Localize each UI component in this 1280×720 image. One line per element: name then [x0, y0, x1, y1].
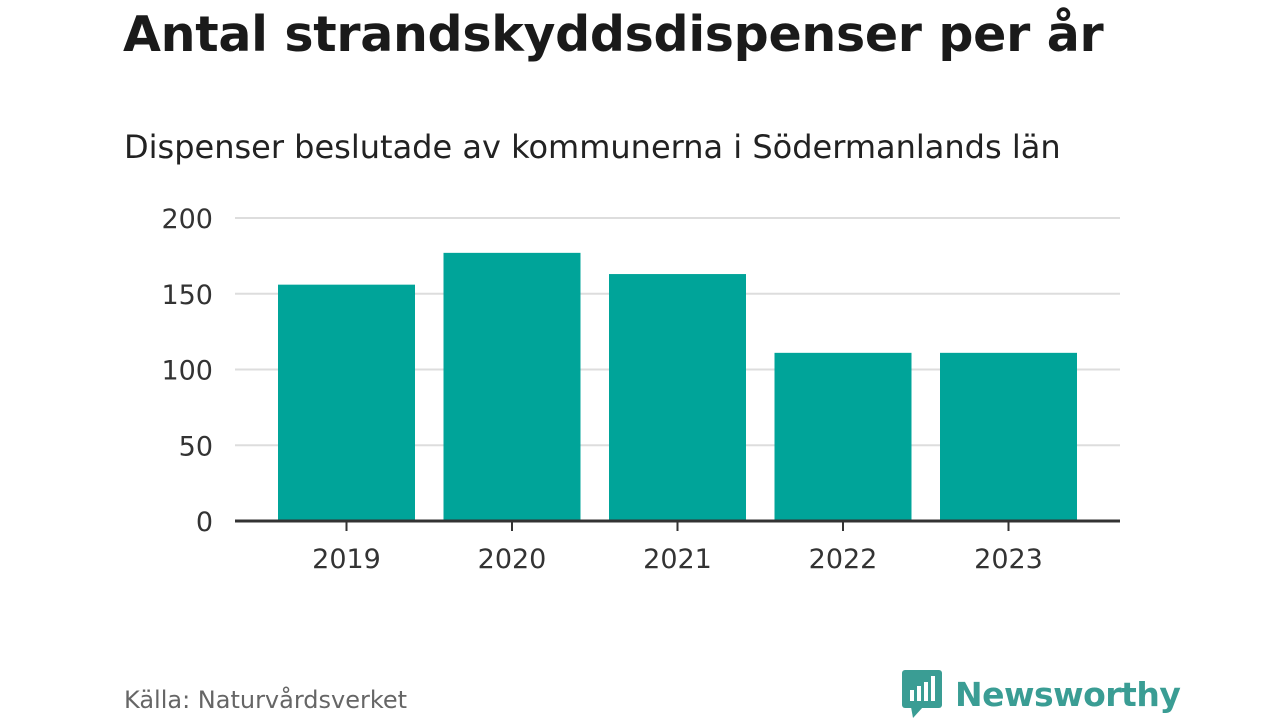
y-tick-label-50: 50 [179, 431, 213, 462]
y-tick-label-150: 150 [161, 280, 213, 311]
x-tick-label-2019: 2019 [312, 544, 381, 575]
bar-2023[interactable] [940, 352, 1077, 521]
axis-layer [235, 519, 1120, 531]
label-layer: 0 50 100 150 200 2019 2020 2021 2022 2023 [161, 204, 1042, 575]
y-tick-label-0: 0 [196, 507, 213, 538]
bar-layer [278, 252, 1077, 521]
bar-2020[interactable] [443, 252, 581, 521]
chart-subtitle: Dispenser beslutade av kommunerna i Söde… [124, 128, 1061, 166]
chart-title: Antal strandskyddsdispenser per år [123, 6, 1104, 63]
x-tick-label-2023: 2023 [974, 544, 1043, 575]
x-tick-label-2021: 2021 [643, 544, 712, 575]
x-tick-label-2020: 2020 [478, 544, 547, 575]
newsworthy-logo-icon [902, 670, 942, 718]
source-note: Källa: Naturvårdsverket [124, 686, 408, 714]
brand-name: Newsworthy [955, 674, 1181, 714]
bar-2019[interactable] [278, 284, 415, 521]
brand-logo[interactable]: Newsworthy [902, 670, 1181, 718]
x-tick-label-2022: 2022 [809, 544, 878, 575]
bar-2021[interactable] [609, 274, 746, 521]
bar-2022[interactable] [774, 352, 912, 521]
y-tick-label-200: 200 [161, 204, 213, 235]
y-tick-label-100: 100 [161, 356, 213, 387]
